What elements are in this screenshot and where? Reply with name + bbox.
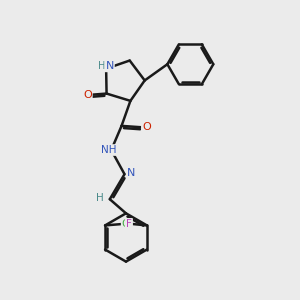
Text: Cl: Cl (122, 219, 132, 229)
Text: NH: NH (100, 145, 116, 155)
Text: O: O (142, 122, 151, 132)
Text: N: N (127, 168, 135, 178)
Text: O: O (83, 90, 92, 100)
Text: H: H (97, 193, 104, 203)
Text: H: H (98, 61, 105, 71)
Text: N: N (106, 61, 114, 71)
Text: F: F (126, 219, 132, 229)
